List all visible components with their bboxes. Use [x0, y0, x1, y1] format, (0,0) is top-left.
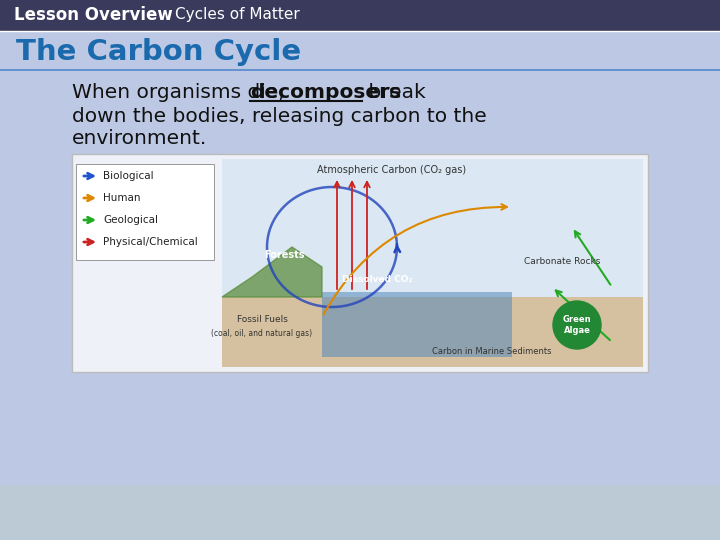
Polygon shape: [222, 247, 322, 297]
Text: Physical/Chemical: Physical/Chemical: [103, 237, 198, 247]
Text: Lesson Overview: Lesson Overview: [14, 6, 173, 24]
Text: Forests: Forests: [264, 250, 305, 260]
Bar: [322, 292, 512, 357]
Text: Green
Algae: Green Algae: [563, 315, 591, 335]
Text: break: break: [362, 84, 426, 103]
Bar: [222, 159, 643, 297]
Text: Carbonate Rocks: Carbonate Rocks: [524, 258, 600, 267]
Text: decomposers: decomposers: [250, 84, 401, 103]
Text: Atmospheric Carbon (CO₂ gas): Atmospheric Carbon (CO₂ gas): [318, 165, 467, 175]
Circle shape: [553, 301, 601, 349]
Bar: [72, 154, 648, 372]
Text: Biological: Biological: [103, 171, 153, 181]
Text: The Carbon Cycle: The Carbon Cycle: [16, 38, 301, 66]
Bar: [222, 297, 643, 367]
Text: When organisms die,: When organisms die,: [72, 84, 291, 103]
Bar: [0, 0, 720, 30]
Text: Carbon in Marine Sediments: Carbon in Marine Sediments: [432, 347, 552, 355]
Text: (coal, oil, and natural gas): (coal, oil, and natural gas): [212, 328, 312, 338]
Text: Human: Human: [103, 193, 140, 203]
Text: Geological: Geological: [103, 215, 158, 225]
Text: Dissolved CO₂: Dissolved CO₂: [342, 274, 413, 284]
Text: environment.: environment.: [72, 130, 207, 148]
Bar: [0, 485, 720, 540]
Text: Cycles of Matter: Cycles of Matter: [175, 8, 300, 23]
Text: Fossil Fuels: Fossil Fuels: [237, 314, 287, 323]
Text: down the bodies, releasing carbon to the: down the bodies, releasing carbon to the: [72, 106, 487, 125]
Bar: [76, 164, 214, 260]
